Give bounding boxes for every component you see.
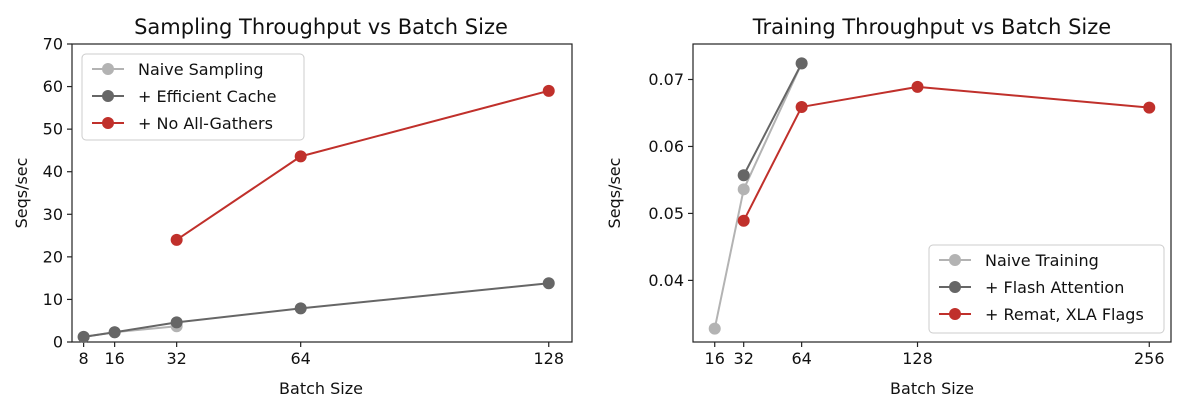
y-tick-label: 0.07 — [648, 70, 684, 89]
legend-label: + Flash Attention — [985, 278, 1124, 297]
y-tick-label: 0.04 — [648, 271, 684, 290]
data-point — [170, 233, 183, 246]
x-tick-label: 32 — [166, 349, 186, 368]
legend-item: Naive Sampling — [92, 60, 264, 79]
training-throughput-chart: Training Throughput vs Batch Size Batch … — [605, 15, 1172, 398]
data-point — [795, 57, 808, 70]
legend-swatch-marker — [949, 254, 961, 266]
sampling-throughput-chart: Sampling Throughput vs Batch Size Batch … — [12, 15, 573, 398]
x-tick-label: 32 — [734, 349, 754, 368]
x-tick-label: 256 — [1134, 349, 1165, 368]
x-tick-label: 16 — [705, 349, 725, 368]
legend: Naive Sampling + Efficient Cache + No All-… — [81, 53, 305, 141]
legend-swatch-marker — [102, 90, 114, 102]
y-axis-label: Seqs/sec — [12, 158, 31, 229]
y-tick-label: 70 — [43, 35, 63, 54]
x-ticks: 8 16 32 64 128 — [79, 342, 564, 368]
x-tick-label: 8 — [79, 349, 89, 368]
y-axis-label: Seqs/sec — [605, 158, 624, 229]
legend-label: + Remat, XLA Flags — [985, 305, 1144, 324]
x-axis-label: Batch Size — [890, 379, 974, 398]
data-point — [542, 84, 555, 97]
y-tick-label: 0.05 — [648, 204, 684, 223]
series-efficient-cache — [77, 277, 555, 343]
y-tick-label: 20 — [43, 247, 63, 266]
legend-swatch-marker — [102, 117, 114, 129]
series-layer — [77, 84, 555, 343]
legend-swatch-marker — [949, 308, 961, 320]
series-flash-attention — [737, 57, 808, 182]
data-point — [737, 214, 750, 227]
series-layer — [708, 57, 1156, 335]
y-tick-label: 60 — [43, 77, 63, 96]
data-point — [737, 169, 750, 182]
legend-label: Naive Training — [985, 251, 1099, 270]
legend-swatch-marker — [102, 63, 114, 75]
series-remat-xla-flags — [737, 80, 1156, 227]
legend-item: + Efficient Cache — [92, 87, 276, 106]
data-point — [170, 316, 183, 329]
legend: Naive Training + Flash Attention + Remat, … — [928, 244, 1165, 334]
data-point — [1143, 101, 1156, 114]
series-line — [742, 62, 803, 176]
x-ticks: 16 32 64 128 256 — [705, 342, 1165, 368]
y-ticks: 0.04 0.05 0.06 0.07 — [648, 70, 693, 290]
series-line — [742, 85, 1150, 222]
data-point — [795, 100, 808, 113]
data-point — [542, 277, 555, 290]
legend-item: Naive Training — [939, 251, 1099, 270]
y-tick-label: 0 — [53, 333, 63, 352]
chart-title: Sampling Throughput vs Batch Size — [134, 15, 508, 39]
legend-label: + Efficient Cache — [138, 87, 276, 106]
legend-frame — [928, 244, 1165, 334]
legend-label: Naive Sampling — [138, 60, 264, 79]
x-tick-label: 16 — [104, 349, 124, 368]
legend-swatch-marker — [949, 281, 961, 293]
y-tick-label: 40 — [43, 162, 63, 181]
plot-area-frame — [692, 43, 1172, 343]
data-point — [708, 322, 721, 335]
plot-area-frame — [71, 43, 573, 343]
series-line — [713, 63, 803, 329]
chart-title: Training Throughput vs Batch Size — [752, 15, 1111, 39]
y-tick-label: 30 — [43, 205, 63, 224]
x-tick-label: 128 — [533, 349, 564, 368]
y-tick-label: 0.06 — [648, 137, 684, 156]
data-point — [294, 302, 307, 315]
series-naive-training — [708, 57, 808, 335]
x-axis-label: Batch Size — [279, 379, 363, 398]
x-tick-label: 64 — [291, 349, 311, 368]
series-no-all-gathers — [170, 84, 555, 246]
data-point — [294, 150, 307, 163]
data-point — [108, 326, 121, 339]
legend-frame — [81, 53, 305, 141]
data-point — [737, 183, 750, 196]
data-point — [77, 330, 90, 343]
y-ticks: 0 10 20 30 40 50 60 70 — [43, 35, 72, 352]
legend-item: + No All-Gathers — [92, 114, 273, 133]
legend-item: + Flash Attention — [939, 278, 1124, 297]
data-point — [911, 80, 924, 93]
x-tick-label: 64 — [791, 349, 811, 368]
y-tick-label: 50 — [43, 120, 63, 139]
y-tick-label: 10 — [43, 290, 63, 309]
x-tick-label: 128 — [902, 349, 933, 368]
legend-item: + Remat, XLA Flags — [939, 305, 1144, 324]
legend-label: + No All-Gathers — [138, 114, 273, 133]
